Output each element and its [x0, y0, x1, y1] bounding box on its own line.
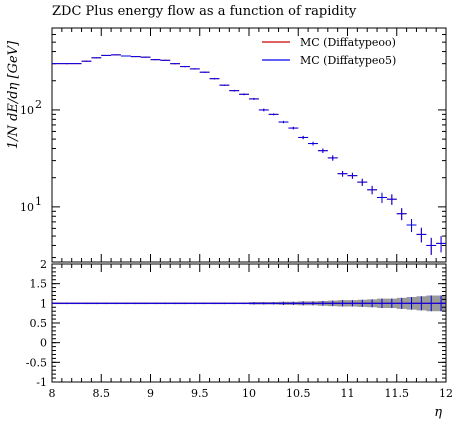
plot-title: ZDC Plus energy flow as a function of ra… [52, 4, 357, 19]
legend-label-0: MC (Diffatypeoo) [300, 36, 396, 49]
ratio-y-tick-label: 0 [40, 337, 47, 350]
ratio-y-tick-label: 1 [40, 297, 47, 310]
y-tick-label-exponent: 1 [35, 195, 42, 208]
ratio-y-tick-label: -0.5 [26, 356, 47, 369]
ratio-plot-frame: 8 8.5 9 9.5 10 10.5 11 11.5 12-1-0.500.511.52 [26, 258, 453, 400]
axis-labels: η 1/N dE/dη [GeV] [6, 40, 442, 420]
data-points [52, 54, 446, 312]
x-tick-label: 8 [49, 387, 56, 400]
legend-label-1: MC (Diffatypeo5) [300, 54, 396, 67]
x-tick-label: 10 [242, 387, 256, 400]
x-tick-label: 11.5 [385, 387, 410, 400]
ratio-frame-border [51, 263, 447, 383]
x-axis-label: η [434, 405, 442, 420]
y-tick-label: 10 [20, 104, 34, 117]
ratio-y-tick-label: 2 [40, 258, 47, 271]
x-tick-label: 9.5 [191, 387, 209, 400]
y-tick-label: 10 [20, 201, 34, 214]
x-tick-label: 9 [147, 387, 154, 400]
x-tick-label: 12 [439, 387, 453, 400]
y-tick-label-exponent: 2 [35, 98, 42, 111]
x-tick-label: 8.5 [93, 387, 111, 400]
legend: MC (Diffatypeoo) MC (Diffatypeo5) [262, 36, 396, 67]
ratio-y-tick-label: 0.5 [30, 317, 48, 330]
y-axis-label: 1/N dE/dη [GeV] [6, 40, 21, 149]
x-tick-label: 11 [341, 387, 355, 400]
ratio-y-tick-label: 1.5 [30, 278, 48, 291]
ratio-y-tick-label: -1 [36, 376, 47, 389]
x-tick-label: 10.5 [286, 387, 311, 400]
